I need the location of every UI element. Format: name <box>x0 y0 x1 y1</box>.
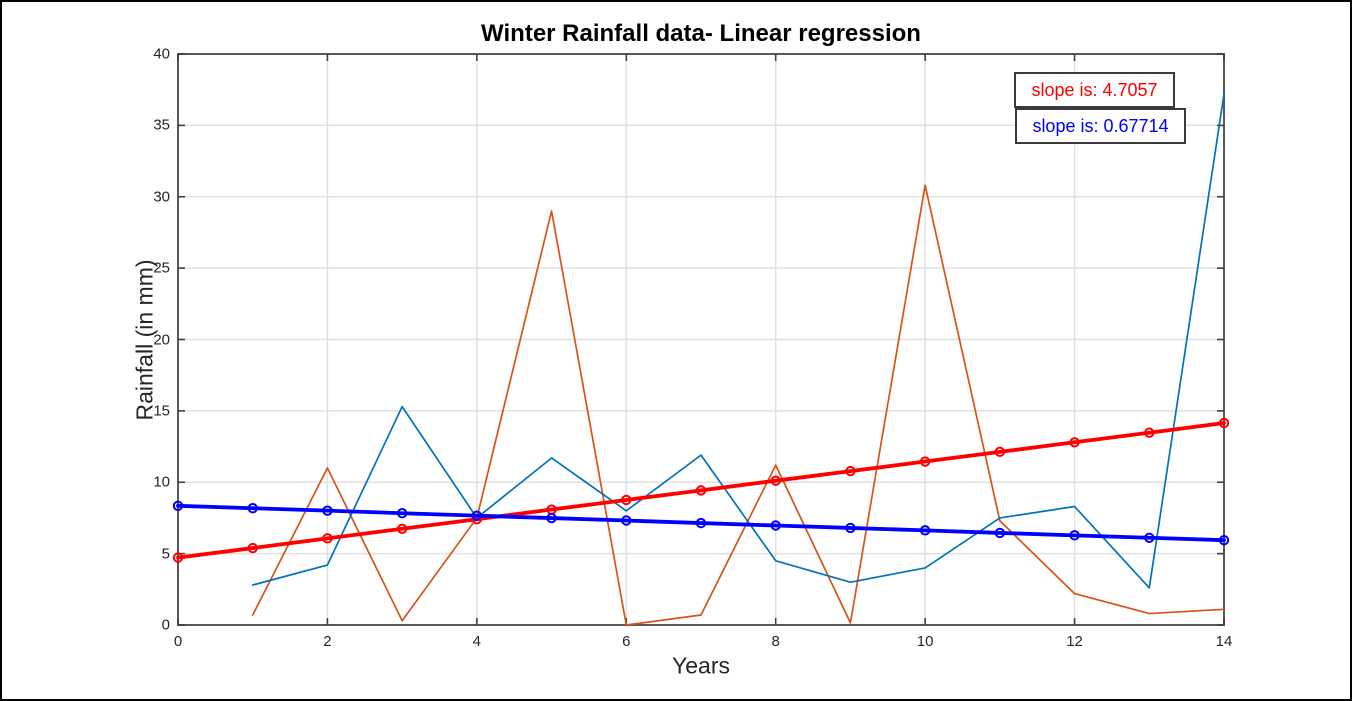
marker-regression-line-red <box>845 465 856 477</box>
y-tick-label: 30 <box>153 188 170 206</box>
slope-annotation-blue-text: slope is: 0.67714 <box>1032 115 1169 136</box>
marker-regression-line-blue <box>247 503 258 514</box>
x-tick-label: 8 <box>771 633 780 650</box>
y-tick-label: 35 <box>153 116 170 134</box>
marker-regression-line-blue <box>1218 535 1230 546</box>
marker-regression-line-blue <box>1069 530 1080 541</box>
slope-annotation-blue: slope is: 0.67714 <box>1015 108 1186 144</box>
x-tick-label: 6 <box>622 633 631 650</box>
marker-regression-line-red <box>695 485 707 496</box>
marker-regression-line-blue <box>695 517 707 529</box>
y-tick-label: 20 <box>153 331 170 348</box>
marker-regression-line-blue <box>919 525 931 536</box>
slope-annotation-red-text: slope is: 4.7057 <box>1031 79 1158 100</box>
y-tick-label: 10 <box>153 473 170 491</box>
y-tick-label: 40 <box>153 45 170 63</box>
marker-regression-line-red <box>1218 417 1230 429</box>
series-rainfall-data-blue <box>251 93 1225 589</box>
marker-regression-line-red <box>621 494 632 506</box>
y-tick-label: 25 <box>153 259 170 277</box>
marker-regression-line-blue <box>322 505 333 516</box>
marker-regression-line-red <box>1069 437 1080 448</box>
y-tick-label: 0 <box>161 616 170 634</box>
series-regression-line-red <box>176 421 1226 560</box>
marker-regression-line-blue <box>845 522 856 534</box>
marker-regression-line-blue <box>770 520 781 531</box>
x-axis-label: Years <box>672 652 730 679</box>
marker-regression-line-blue <box>471 510 483 521</box>
series-regression-line-blue <box>176 503 1226 543</box>
x-tick-label: 4 <box>472 633 482 650</box>
marker-regression-line-blue <box>1144 532 1155 543</box>
y-tick-label: 15 <box>153 402 170 420</box>
marker-regression-line-red <box>994 446 1006 458</box>
x-tick-label: 0 <box>173 633 183 650</box>
marker-regression-line-red <box>396 523 408 534</box>
marker-regression-line-red <box>919 456 931 467</box>
marker-regression-line-red <box>247 542 258 554</box>
marker-regression-line-red <box>322 533 333 544</box>
x-tick-label: 12 <box>1066 633 1083 650</box>
x-tick-label: 14 <box>1215 633 1233 650</box>
series-rainfall-data-orange <box>251 184 1225 626</box>
marker-regression-line-blue <box>994 527 1006 539</box>
marker-regression-line-blue <box>396 508 408 519</box>
marker-regression-line-blue <box>172 500 184 512</box>
marker-regression-line-red <box>172 552 184 563</box>
chart-title: Winter Rainfall data- Linear regression <box>481 20 921 47</box>
slope-annotation-red: slope is: 4.7057 <box>1014 72 1175 108</box>
x-tick-label: 10 <box>916 633 934 650</box>
marker-regression-line-blue <box>621 515 632 526</box>
marker-regression-line-red <box>1144 427 1155 438</box>
marker-regression-line-red <box>770 475 781 486</box>
marker-regression-line-blue <box>546 512 557 524</box>
x-tick-label: 2 <box>323 633 332 650</box>
y-tick-label: 5 <box>161 545 170 563</box>
